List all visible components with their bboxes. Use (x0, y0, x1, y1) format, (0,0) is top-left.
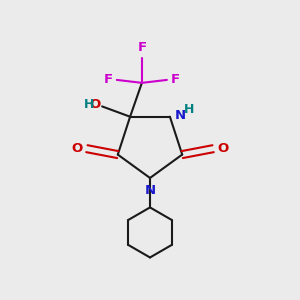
Text: F: F (104, 74, 113, 86)
Text: O: O (217, 142, 229, 155)
Text: O: O (71, 142, 83, 155)
Text: N: N (144, 184, 156, 197)
Text: F: F (137, 41, 146, 54)
Text: F: F (170, 74, 180, 86)
Text: N: N (175, 109, 186, 122)
Text: H: H (184, 103, 194, 116)
Text: O: O (89, 98, 101, 111)
Text: H: H (83, 98, 94, 111)
